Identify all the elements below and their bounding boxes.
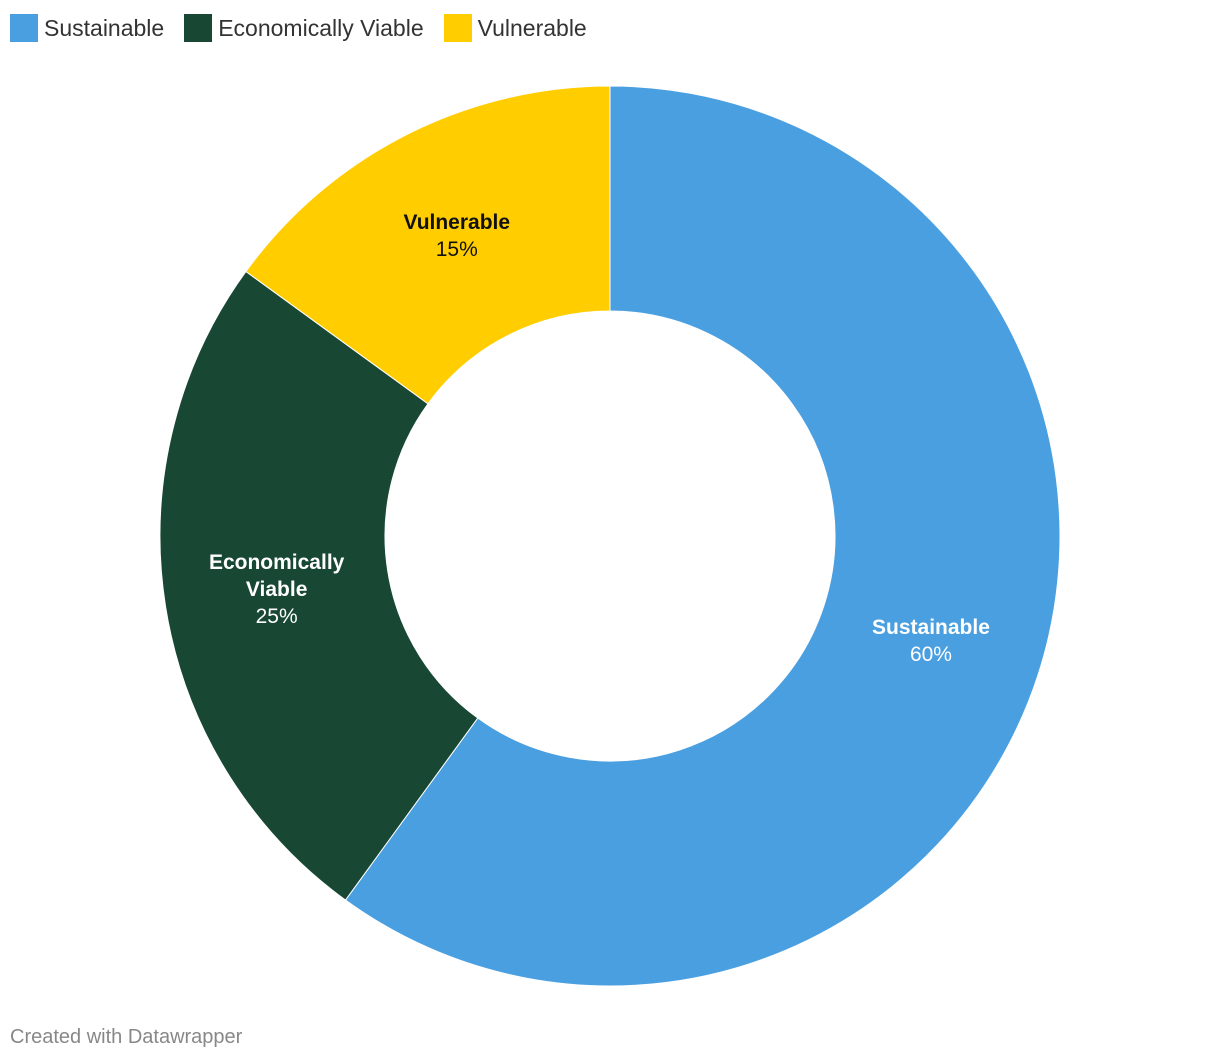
slice-value-label: 60%: [910, 643, 952, 666]
slice-label-vulnerable: Vulnerable 15%: [403, 211, 510, 261]
slice-vulnerable: [245, 85, 611, 405]
slice-category-label: Viable: [246, 578, 307, 601]
slice-value-label: 15%: [436, 238, 478, 261]
slice-label-sustainable: Sustainable 60%: [872, 616, 990, 666]
legend-swatch-economically-viable: [184, 14, 213, 42]
legend-swatch-vulnerable: [443, 14, 472, 42]
slice-label-economically-viable: Economically Viable 25%: [209, 551, 345, 628]
slice-economically-viable: [159, 270, 479, 901]
slice-value-label: 25%: [256, 605, 298, 628]
legend-label-sustainable: Sustainable: [44, 14, 165, 41]
legend-label-economically-viable: Economically Viable: [218, 14, 424, 41]
slice-category-label: Sustainable: [872, 616, 990, 639]
legend-swatch-sustainable: [10, 14, 38, 42]
datawrapper-credit: Created with Datawrapper: [10, 1026, 243, 1048]
chart-legend: Sustainable Economically Viable Vulnerab…: [10, 13, 607, 43]
legend-item-sustainable: Sustainable: [10, 14, 164, 42]
legend-item-economically-viable: Economically Viable: [184, 14, 424, 42]
legend-item-vulnerable: Vulnerable: [443, 14, 587, 42]
slice-category-label: Economically: [209, 551, 345, 574]
legend-label-vulnerable: Vulnerable: [477, 14, 587, 41]
slice-sustainable: [344, 85, 1061, 987]
slice-category-label: Vulnerable: [403, 211, 510, 234]
